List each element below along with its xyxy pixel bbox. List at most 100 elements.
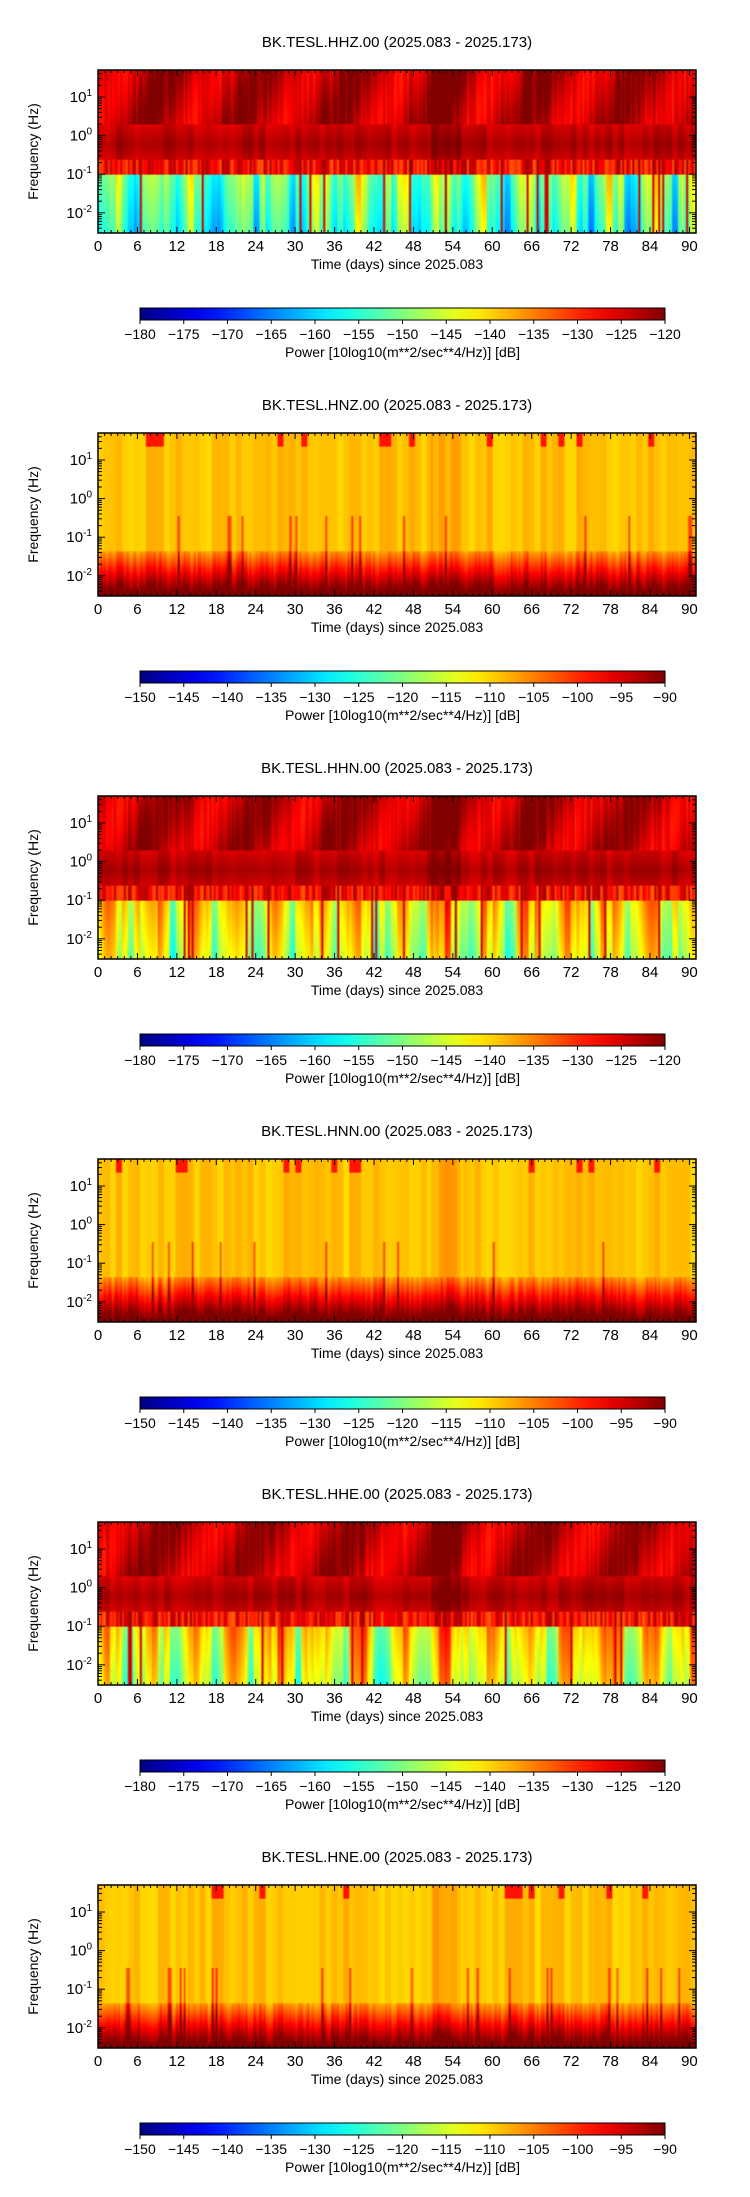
x-tick-label: 72 bbox=[563, 964, 580, 981]
colorbar-tick-label: −150 bbox=[124, 2141, 156, 2157]
x-tick-label: 42 bbox=[366, 964, 383, 981]
x-tick-label: 24 bbox=[247, 238, 264, 255]
colorbar-tick-label: −175 bbox=[168, 1052, 200, 1068]
colorbar-tick-label: −145 bbox=[168, 2141, 200, 2157]
plot-frame bbox=[97, 1884, 697, 2049]
colorbar-tick-label: −95 bbox=[609, 2141, 633, 2157]
x-tick-label: 12 bbox=[169, 964, 186, 981]
colorbar-tick-label: −110 bbox=[475, 1415, 506, 1431]
colorbar-label: Power [10log10(m**2/sec**4/Hz)] [dB] bbox=[285, 1796, 520, 1812]
colorbar-tick-label: −115 bbox=[431, 2141, 462, 2157]
colorbar-tick-label: −140 bbox=[212, 2141, 244, 2157]
x-tick-label: 24 bbox=[247, 2053, 264, 2070]
x-tick-label: 0 bbox=[94, 964, 102, 981]
colorbar-tick-label: −120 bbox=[649, 326, 681, 342]
x-tick-label: 42 bbox=[366, 1690, 383, 1707]
x-axis-label: Time (days) since 2025.083 bbox=[311, 256, 483, 272]
x-tick-label: 18 bbox=[208, 238, 225, 255]
colorbar-tick-label: −135 bbox=[518, 1778, 550, 1794]
x-tick-label: 6 bbox=[133, 601, 141, 618]
x-tick-label: 90 bbox=[681, 601, 698, 618]
x-tick-label: 72 bbox=[563, 1690, 580, 1707]
x-tick-label: 30 bbox=[287, 2053, 304, 2070]
spectrogram-image bbox=[98, 1885, 696, 2048]
colorbar bbox=[139, 670, 666, 684]
x-tick-label: 30 bbox=[287, 964, 304, 981]
x-tick-label: 24 bbox=[247, 1690, 264, 1707]
x-tick-label: 66 bbox=[523, 601, 540, 618]
colorbar-tick-label: −125 bbox=[605, 326, 637, 342]
x-tick-label: 66 bbox=[523, 1690, 540, 1707]
x-tick-label: 60 bbox=[484, 1690, 501, 1707]
colorbar bbox=[139, 1033, 666, 1047]
y-tick-label: 100 bbox=[70, 1942, 93, 1960]
spectrogram-panel: BK.TESL.HNE.00 (2025.083 - 2025.173) 0 6 12… bbox=[25, 1849, 698, 2175]
x-tick-label: 12 bbox=[169, 1690, 186, 1707]
colorbar-tick-label: −130 bbox=[299, 2141, 331, 2157]
colorbar-tick-label: −90 bbox=[653, 1415, 677, 1431]
chart-title: BK.TESL.HNN.00 (2025.083 - 2025.173) bbox=[261, 1123, 533, 1140]
y-tick-label: 10-2 bbox=[66, 1293, 92, 1311]
x-tick-label: 84 bbox=[642, 964, 659, 981]
x-tick-label: 42 bbox=[366, 238, 383, 255]
spectrogram-panel: BK.TESL.HNZ.00 (2025.083 - 2025.173) 0 6 12… bbox=[25, 397, 698, 723]
x-tick-label: 60 bbox=[484, 238, 501, 255]
x-tick-label: 78 bbox=[602, 1690, 619, 1707]
x-tick-label: 0 bbox=[94, 1690, 102, 1707]
colorbar-tick-label: −135 bbox=[518, 326, 550, 342]
spectrogram-image bbox=[98, 1522, 696, 1685]
y-tick-label: 10-1 bbox=[66, 1254, 92, 1272]
x-tick-label: 12 bbox=[169, 238, 186, 255]
x-tick-label: 72 bbox=[563, 601, 580, 618]
colorbar-tick-label: −105 bbox=[518, 689, 550, 705]
colorbar-tick-label: −140 bbox=[474, 1052, 506, 1068]
x-tick-label: 78 bbox=[602, 601, 619, 618]
colorbar bbox=[139, 2122, 666, 2136]
colorbar-tick-label: −100 bbox=[562, 2141, 594, 2157]
colorbar-tick-label: −125 bbox=[343, 1415, 375, 1431]
x-tick-label: 54 bbox=[445, 1690, 462, 1707]
x-tick-label: 18 bbox=[208, 1327, 225, 1344]
colorbar-label: Power [10log10(m**2/sec**4/Hz)] [dB] bbox=[285, 2159, 520, 2175]
x-tick-label: 24 bbox=[247, 1327, 264, 1344]
colorbar-tick-label: −130 bbox=[562, 1052, 594, 1068]
y-tick-label: 101 bbox=[70, 814, 93, 832]
y-axis-label: Frequency (Hz) bbox=[25, 466, 41, 562]
colorbar-tick-label: −170 bbox=[212, 326, 244, 342]
x-tick-label: 18 bbox=[208, 964, 225, 981]
colorbar-tick-label: −145 bbox=[430, 326, 462, 342]
colorbar-tick-label: −155 bbox=[343, 326, 375, 342]
colorbar-tick-label: −130 bbox=[562, 326, 594, 342]
x-tick-label: 42 bbox=[366, 601, 383, 618]
x-tick-label: 66 bbox=[523, 964, 540, 981]
x-tick-label: 78 bbox=[602, 2053, 619, 2070]
y-tick-label: 10-2 bbox=[66, 567, 92, 585]
colorbar-tick-label: −120 bbox=[649, 1052, 681, 1068]
x-tick-label: 12 bbox=[169, 2053, 186, 2070]
x-axis-label: Time (days) since 2025.083 bbox=[311, 1708, 483, 1724]
colorbar-tick-label: −125 bbox=[343, 2141, 375, 2157]
plot-frame bbox=[97, 795, 697, 960]
y-tick-label: 101 bbox=[70, 451, 93, 469]
colorbar-tick-label: −135 bbox=[255, 1415, 287, 1431]
x-tick-label: 24 bbox=[247, 964, 264, 981]
x-tick-label: 84 bbox=[642, 1327, 659, 1344]
colorbar-tick-label: −125 bbox=[605, 1052, 637, 1068]
colorbar-tick-label: −115 bbox=[431, 689, 462, 705]
x-tick-label: 36 bbox=[326, 238, 343, 255]
chart-title: BK.TESL.HHE.00 (2025.083 - 2025.173) bbox=[262, 1486, 533, 1503]
plot-frame bbox=[97, 1158, 697, 1323]
colorbar-tick-label: −115 bbox=[431, 1415, 462, 1431]
colorbar-tick-label: −120 bbox=[387, 1415, 419, 1431]
x-tick-label: 0 bbox=[94, 601, 102, 618]
x-tick-label: 6 bbox=[133, 1327, 141, 1344]
y-axis-label: Frequency (Hz) bbox=[25, 1192, 41, 1288]
x-tick-label: 36 bbox=[326, 1327, 343, 1344]
colorbar-tick-label: −155 bbox=[343, 1778, 375, 1794]
colorbar-tick-label: −95 bbox=[609, 1415, 633, 1431]
y-tick-label: 101 bbox=[70, 1177, 93, 1195]
colorbar bbox=[139, 307, 666, 321]
colorbar-tick-label: −105 bbox=[518, 2141, 550, 2157]
colorbar-tick-label: −150 bbox=[387, 1778, 419, 1794]
y-tick-label: 101 bbox=[70, 1903, 93, 1921]
